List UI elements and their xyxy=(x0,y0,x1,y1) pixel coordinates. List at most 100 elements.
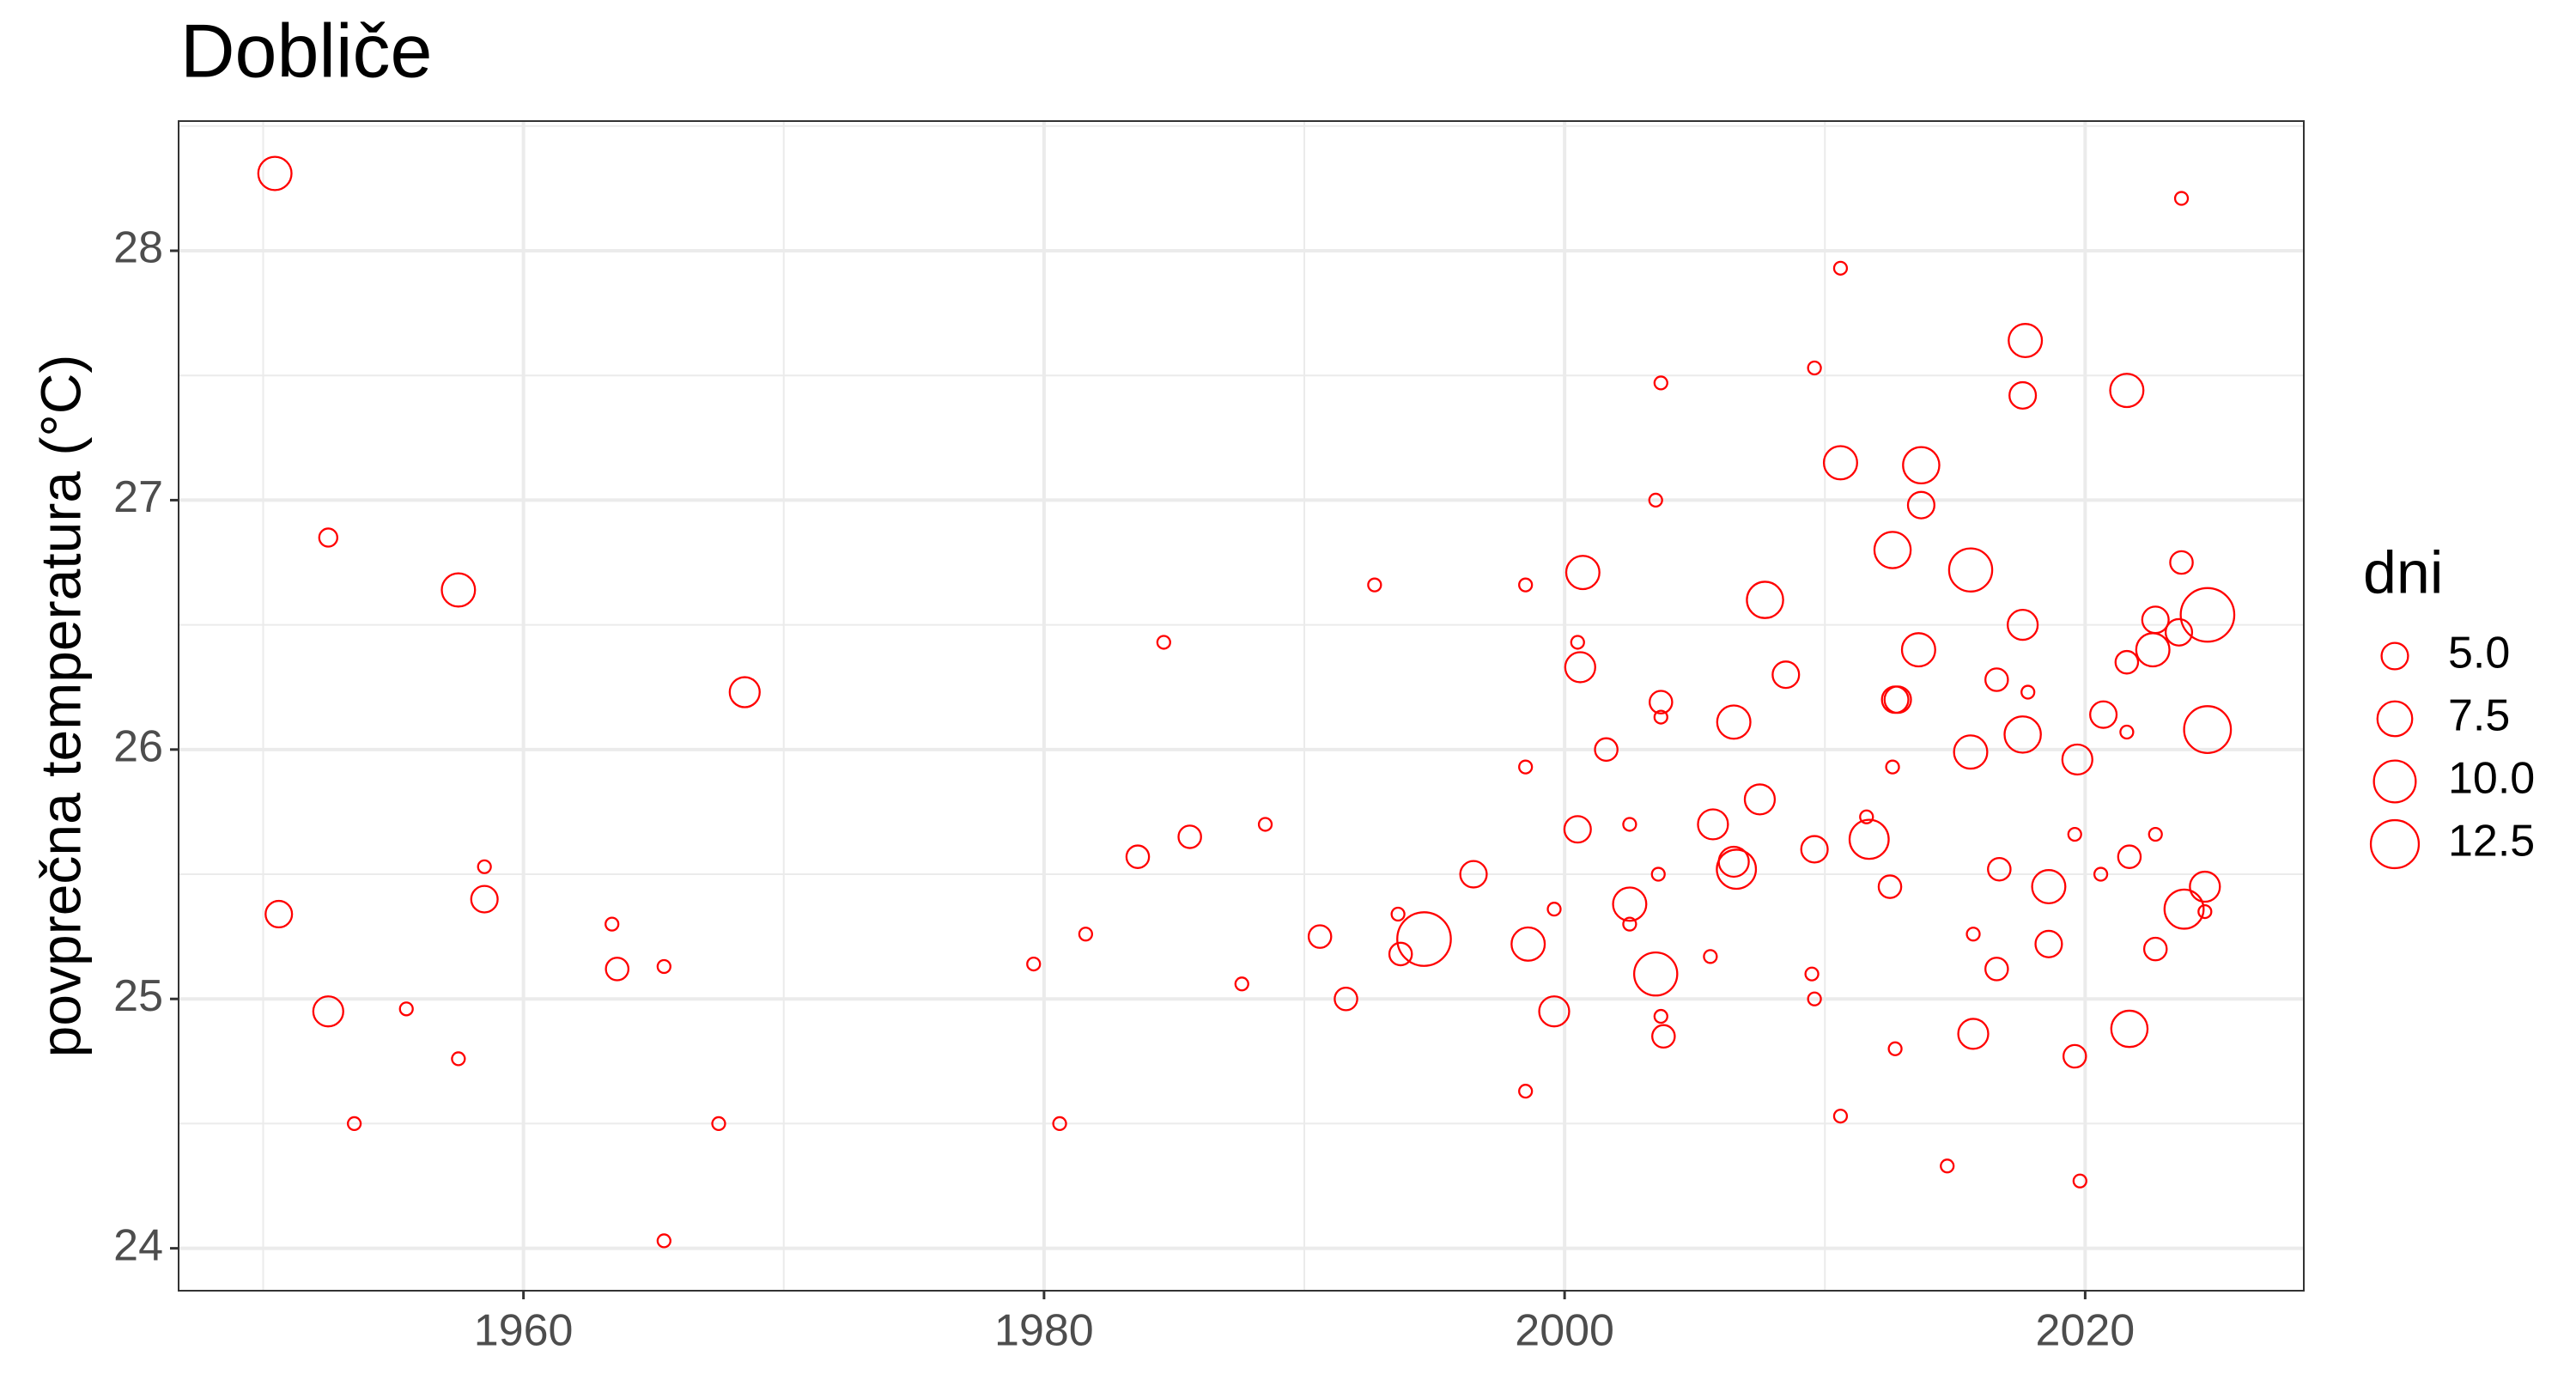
point xyxy=(1156,635,1171,650)
point xyxy=(1984,957,2009,982)
point xyxy=(1984,667,2009,692)
point xyxy=(1804,966,1820,982)
y-tick-label: 26 xyxy=(113,722,163,772)
point xyxy=(1307,924,1333,949)
point xyxy=(1518,577,1534,593)
point xyxy=(1650,866,1666,882)
legend-key xyxy=(2369,818,2421,870)
point xyxy=(2183,705,2233,754)
point xyxy=(2062,1043,2087,1069)
point xyxy=(1396,911,1452,967)
legend-key xyxy=(2372,759,2417,804)
point xyxy=(1649,690,1674,714)
point xyxy=(1832,260,1849,276)
point xyxy=(1987,856,2012,882)
point xyxy=(1822,445,1858,481)
point xyxy=(2020,684,2036,700)
point xyxy=(1653,709,1668,725)
point xyxy=(1716,848,1758,891)
point xyxy=(1125,844,1151,869)
point xyxy=(2072,1173,2087,1189)
point xyxy=(1390,906,1406,922)
point xyxy=(1653,375,1668,391)
y-tick-label: 24 xyxy=(113,1220,163,1270)
point xyxy=(1965,927,1981,942)
y-tick-label: 27 xyxy=(113,472,163,522)
point xyxy=(1653,1008,1668,1024)
point xyxy=(1510,926,1546,962)
point xyxy=(1940,1158,1955,1174)
point xyxy=(2173,191,2190,206)
point xyxy=(1622,817,1637,832)
point xyxy=(1334,986,1358,1012)
point xyxy=(2163,888,2205,930)
point xyxy=(1746,581,1784,619)
point xyxy=(605,957,630,982)
point xyxy=(656,1233,671,1249)
point xyxy=(1883,685,1912,714)
point xyxy=(1848,818,1890,860)
chart-title: Dobliče xyxy=(180,8,432,93)
legend-label: 7.5 xyxy=(2448,691,2510,741)
point xyxy=(318,527,338,548)
point xyxy=(1743,783,1777,816)
legend-label: 12.5 xyxy=(2448,817,2535,866)
point xyxy=(2142,936,2168,962)
point xyxy=(1716,704,1752,740)
point xyxy=(1052,1116,1067,1132)
point xyxy=(1546,902,1562,917)
point xyxy=(1564,555,1601,591)
point xyxy=(1953,734,1989,770)
legend-key xyxy=(2376,700,2414,738)
point xyxy=(2135,632,2171,668)
point xyxy=(2034,929,2063,958)
point xyxy=(2031,869,2067,905)
point xyxy=(1651,1024,1676,1049)
point xyxy=(1877,874,1903,899)
point xyxy=(1873,531,1912,569)
point xyxy=(1885,759,1900,775)
point xyxy=(1563,815,1592,844)
point xyxy=(2148,826,2163,842)
point xyxy=(1367,577,1382,593)
point xyxy=(2007,609,2039,641)
point xyxy=(1612,886,1648,922)
point xyxy=(2164,617,2194,647)
point xyxy=(1771,660,1801,690)
point xyxy=(1906,490,1935,520)
point xyxy=(264,899,294,929)
panel xyxy=(179,121,2304,1291)
point xyxy=(1388,941,1413,967)
point xyxy=(1538,995,1571,1028)
panel-border xyxy=(178,120,2305,1292)
point xyxy=(2179,587,2236,643)
point xyxy=(1957,1018,1990,1050)
point xyxy=(1257,817,1273,832)
point xyxy=(2003,715,2042,754)
point xyxy=(440,572,477,608)
point xyxy=(711,1116,726,1132)
point xyxy=(1570,635,1585,650)
point xyxy=(1648,492,1663,508)
y-tick-label: 28 xyxy=(113,223,163,273)
point xyxy=(2067,826,2082,842)
legend-key xyxy=(2380,641,2409,671)
point xyxy=(1807,360,1822,376)
point xyxy=(1026,956,1042,972)
point xyxy=(2061,743,2093,776)
point xyxy=(2197,903,2213,920)
point xyxy=(1807,991,1822,1006)
point xyxy=(1564,651,1596,684)
point xyxy=(312,995,344,1028)
point xyxy=(1900,632,1936,668)
y-axis-label: povprečna temperatura (°C) xyxy=(28,355,92,1058)
point xyxy=(1832,1109,1849,1124)
point xyxy=(2189,870,2221,903)
point xyxy=(1887,1041,1903,1056)
point xyxy=(605,916,620,932)
point xyxy=(2093,866,2109,882)
point xyxy=(470,885,499,914)
point xyxy=(1800,835,1829,864)
